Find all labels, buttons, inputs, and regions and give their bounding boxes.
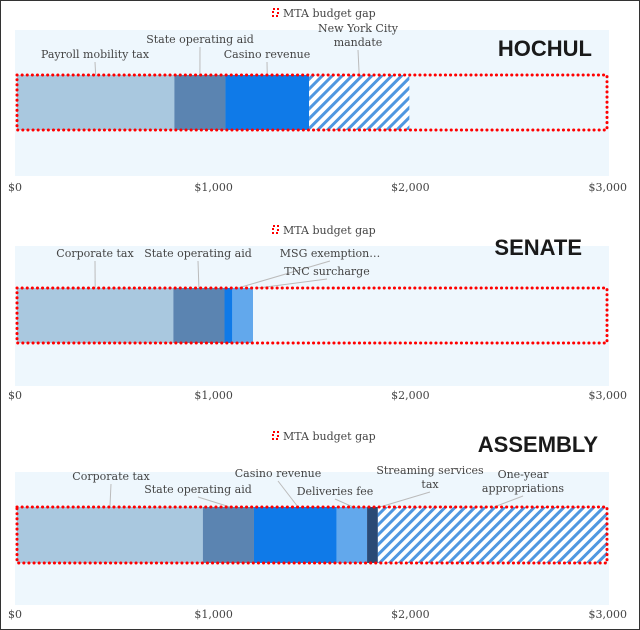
segment-label: Payroll mobility tax xyxy=(41,48,150,61)
panel-title: SENATE xyxy=(494,235,582,260)
budget-gap-outline xyxy=(15,73,609,132)
bar-segment xyxy=(17,507,203,563)
segment-label: MSG exemption… xyxy=(280,247,380,260)
x-tick-label: $0 xyxy=(8,181,22,194)
bar-segment xyxy=(202,507,254,563)
label-leader-line xyxy=(109,483,112,508)
x-tick-label: $1,000 xyxy=(194,389,233,402)
segment-label: TNC surcharge xyxy=(284,265,369,278)
legend-label: MTA budget gap xyxy=(283,7,376,20)
label-leader-line xyxy=(257,278,328,289)
panel-title: ASSEMBLY xyxy=(478,432,599,457)
x-tick-label: $3,000 xyxy=(589,608,628,621)
segment-label: State operating aid xyxy=(144,247,252,260)
x-tick-label: $2,000 xyxy=(391,389,430,402)
segment-label: One-year appropriations xyxy=(482,468,565,495)
bar-segment xyxy=(377,507,607,563)
x-tick-label: $1,000 xyxy=(194,608,233,621)
x-tick-label: $2,000 xyxy=(391,181,430,194)
label-leader-line xyxy=(197,496,231,508)
label-leader-line xyxy=(379,491,431,508)
segment-label: Casino revenue xyxy=(235,467,322,480)
label-leader-line xyxy=(493,495,524,508)
x-tick-label: $3,000 xyxy=(589,389,628,402)
legend-label: MTA budget gap xyxy=(283,430,376,443)
segment-label: Deliveries fee xyxy=(297,485,374,498)
bar-segment xyxy=(173,288,225,343)
bar-segment xyxy=(309,75,410,130)
segment-label: Corporate tax xyxy=(56,247,134,260)
budget-gap-outline xyxy=(15,286,609,345)
segment-label: State operating aid xyxy=(146,33,254,46)
segment-label: New York City mandate xyxy=(318,22,399,49)
segment-label: Casino revenue xyxy=(224,48,311,61)
x-tick-label: $3,000 xyxy=(589,181,628,194)
segment-label: Corporate tax xyxy=(72,470,150,483)
segment-label: State operating aid xyxy=(144,483,252,496)
label-leader-line xyxy=(357,49,360,76)
bar-segment xyxy=(17,75,175,130)
legend-marker xyxy=(272,431,279,440)
x-tick-label: $0 xyxy=(8,389,22,402)
panel-title: HOCHUL xyxy=(498,36,592,61)
label-leader-line xyxy=(277,480,299,508)
legend-marker xyxy=(272,225,279,234)
bar-segment xyxy=(224,288,233,343)
x-tick-label: $0 xyxy=(8,608,22,621)
label-leader-line xyxy=(237,260,331,289)
label-leader-line xyxy=(334,498,354,508)
bar-segment xyxy=(253,507,337,563)
x-tick-label: $2,000 xyxy=(391,608,430,621)
label-leader-line xyxy=(94,61,97,76)
bar-segment xyxy=(225,75,310,130)
budget-gap-outline xyxy=(15,505,609,565)
bar-segment xyxy=(174,75,226,130)
bar-segment xyxy=(17,288,174,343)
segment-label: Streaming services tax xyxy=(376,464,484,491)
legend-marker xyxy=(272,8,279,17)
legend-label: MTA budget gap xyxy=(283,224,376,237)
bar-segment xyxy=(232,288,253,343)
x-tick-label: $1,000 xyxy=(194,181,233,194)
label-leader-line xyxy=(197,260,200,289)
bar-segment xyxy=(336,507,368,563)
bar-segment xyxy=(367,507,378,563)
